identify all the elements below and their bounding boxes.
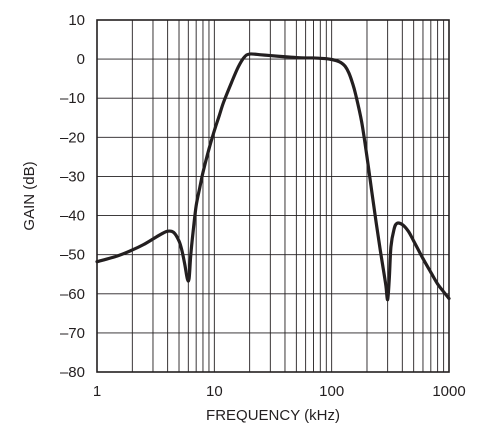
- y-tick-label: –50: [60, 247, 85, 264]
- x-tick-label: 10: [206, 383, 223, 400]
- tick-labels: 100–10–20–30–40–50–60–70–801 10 100 1000: [60, 12, 466, 400]
- y-tick-label: 0: [77, 51, 85, 68]
- y-tick-label: –30: [60, 168, 85, 185]
- y-tick-label: 10: [68, 12, 85, 29]
- y-tick-label: –10: [60, 90, 85, 107]
- curve-layer: [95, 52, 451, 302]
- x-tick-label: 100: [319, 383, 344, 400]
- x-tick-label: 1: [93, 383, 101, 400]
- x-axis-label: FREQUENCY (kHz): [206, 407, 340, 424]
- gain-curve: [95, 52, 451, 302]
- x-tick-label: 1000: [432, 383, 465, 400]
- plot-frame: [96, 19, 450, 373]
- y-tick-label: –60: [60, 286, 85, 303]
- y-tick-label: –20: [60, 129, 85, 146]
- y-tick-label: –80: [60, 364, 85, 381]
- y-tick-label: –70: [60, 325, 85, 342]
- y-tick-label: –40: [60, 208, 85, 225]
- grid: [97, 20, 449, 372]
- y-axis-label: GAIN (dB): [21, 161, 38, 230]
